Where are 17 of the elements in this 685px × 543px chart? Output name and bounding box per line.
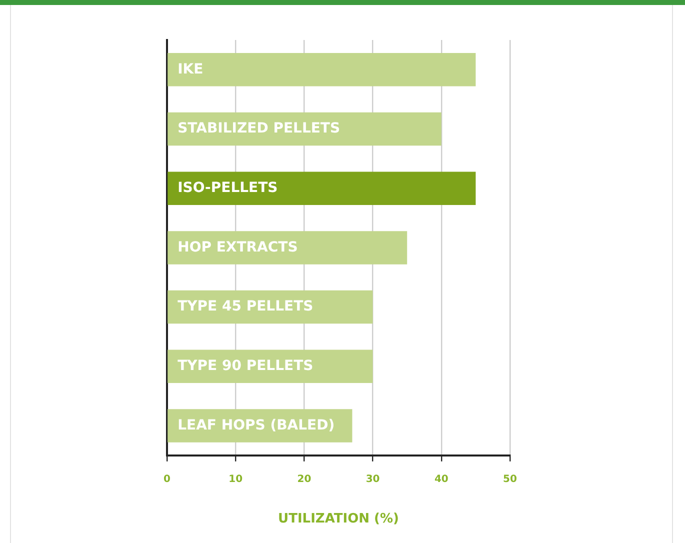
x-axis-title: UTILIZATION (%) bbox=[278, 512, 399, 527]
x-tick-label: 40 bbox=[434, 474, 448, 485]
bar bbox=[168, 53, 476, 86]
bar bbox=[168, 172, 476, 205]
x-tick-label: 10 bbox=[228, 474, 243, 485]
y-tick-label: STABILIZED PELLETS bbox=[178, 120, 340, 137]
x-tick-label: 50 bbox=[503, 474, 517, 485]
x-tick-label: 0 bbox=[164, 474, 171, 485]
y-tick-label: LEAF HOPS (BALED) bbox=[178, 417, 335, 434]
bar bbox=[168, 231, 408, 264]
y-tick-label: TYPE 45 PELLETS bbox=[178, 298, 314, 315]
y-tick-label: ISO-PELLETS bbox=[178, 180, 278, 196]
y-tick-label: IKE bbox=[178, 61, 204, 78]
y-tick-label: HOP EXTRACTS bbox=[178, 239, 298, 256]
x-tick-label: 20 bbox=[297, 474, 312, 485]
y-tick-label: TYPE 90 PELLETS bbox=[178, 358, 314, 374]
x-tick-label: 30 bbox=[366, 474, 380, 485]
